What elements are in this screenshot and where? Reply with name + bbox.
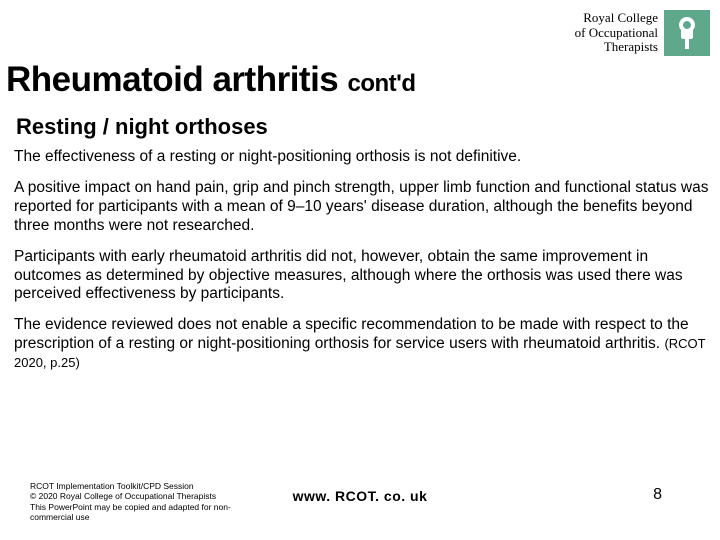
body-paragraph: The effectiveness of a resting or night-… — [14, 148, 712, 167]
title-cont: cont'd — [348, 70, 416, 97]
slide-title: Rheumatoid arthritis cont'd — [6, 60, 416, 100]
logo-line1: Royal College — [575, 11, 658, 26]
body-paragraph-text: The evidence reviewed does not enable a … — [14, 316, 689, 352]
body-paragraph: A positive impact on hand pain, grip and… — [14, 179, 712, 236]
footer-left-line: This PowerPoint may be copied and adapte… — [30, 502, 240, 522]
slide-body: The effectiveness of a resting or night-… — [14, 148, 712, 385]
slide-subtitle: Resting / night orthoses — [16, 114, 268, 140]
body-paragraph: Participants with early rheumatoid arthr… — [14, 248, 712, 305]
slide-footer: RCOT Implementation Toolkit/CPD Session … — [0, 472, 720, 528]
header-logo: Royal College of Occupational Therapists — [575, 10, 710, 56]
rcot-logo-icon — [672, 15, 702, 51]
logo-text: Royal College of Occupational Therapists — [575, 11, 658, 56]
title-main: Rheumatoid arthritis — [6, 60, 338, 99]
page-number: 8 — [653, 486, 662, 504]
slide: Royal College of Occupational Therapists… — [0, 0, 720, 540]
footer-url: www. RCOT. co. uk — [0, 488, 720, 504]
body-paragraph: The evidence reviewed does not enable a … — [14, 316, 712, 373]
logo-line2: of Occupational — [575, 26, 658, 41]
logo-line3: Therapists — [575, 40, 658, 55]
logo-box — [664, 10, 710, 56]
